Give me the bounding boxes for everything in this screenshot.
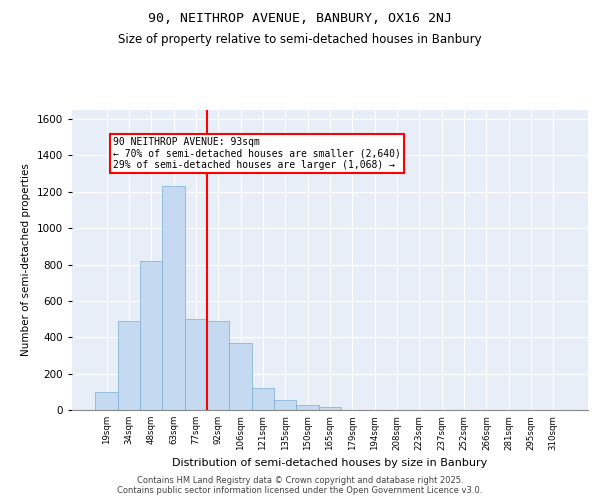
Text: Contains HM Land Registry data © Crown copyright and database right 2025.
Contai: Contains HM Land Registry data © Crown c… xyxy=(118,476,482,495)
Bar xyxy=(118,321,140,410)
Bar xyxy=(229,342,252,410)
Bar xyxy=(296,404,319,410)
Y-axis label: Number of semi-detached properties: Number of semi-detached properties xyxy=(21,164,31,356)
Text: Size of property relative to semi-detached houses in Banbury: Size of property relative to semi-detach… xyxy=(118,32,482,46)
Bar xyxy=(95,392,118,410)
X-axis label: Distribution of semi-detached houses by size in Banbury: Distribution of semi-detached houses by … xyxy=(172,458,488,468)
Bar xyxy=(207,321,229,410)
Bar xyxy=(274,400,296,410)
Bar xyxy=(140,261,163,410)
Bar xyxy=(185,319,207,410)
Bar xyxy=(319,408,341,410)
Bar xyxy=(163,186,185,410)
Text: 90, NEITHROP AVENUE, BANBURY, OX16 2NJ: 90, NEITHROP AVENUE, BANBURY, OX16 2NJ xyxy=(148,12,452,26)
Bar xyxy=(252,388,274,410)
Text: 90 NEITHROP AVENUE: 93sqm
← 70% of semi-detached houses are smaller (2,640)
29% : 90 NEITHROP AVENUE: 93sqm ← 70% of semi-… xyxy=(113,138,401,170)
